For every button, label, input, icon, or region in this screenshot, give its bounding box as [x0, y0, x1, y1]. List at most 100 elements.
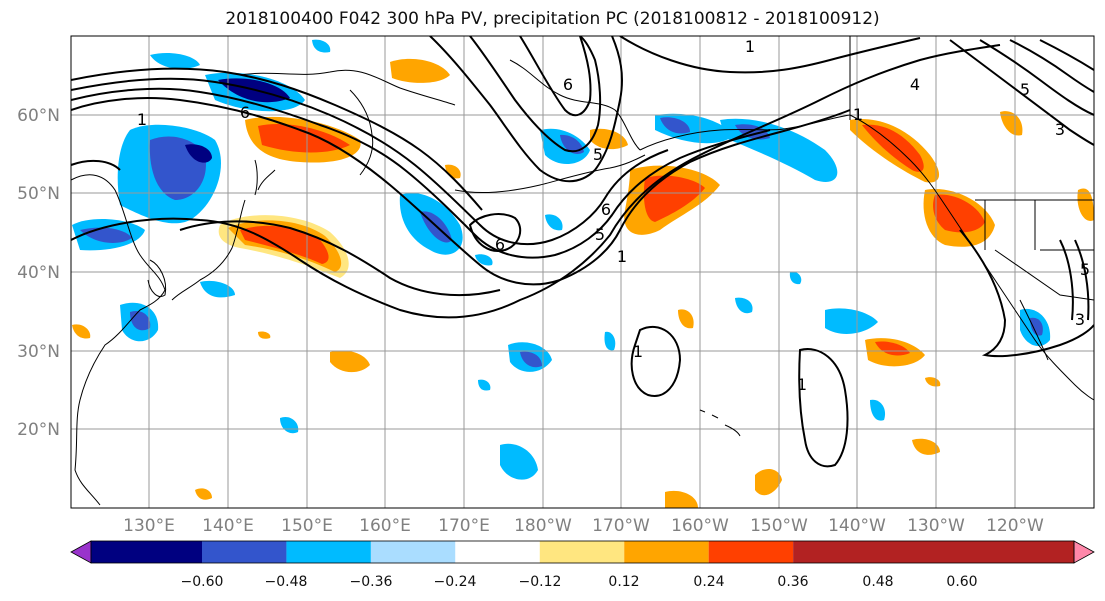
pv-contour — [429, 36, 623, 183]
colorbar-bin — [202, 541, 287, 563]
pv-contour — [468, 213, 522, 252]
pos-patch — [390, 58, 450, 83]
lon-label: 130°E — [123, 516, 175, 536]
pos-patch — [643, 175, 705, 222]
hawaii — [699, 409, 741, 437]
pos-patch — [330, 350, 370, 373]
contour-label: 6 — [240, 103, 250, 122]
colorbar-tick-label: 0.36 — [777, 574, 808, 590]
contour-label: 5 — [1080, 260, 1090, 279]
map-title: 2018100400 F042 300 hPa PV, precipitatio… — [225, 9, 880, 29]
precip-negative-shading — [72, 39, 1051, 480]
colorbar-tick-label: −0.24 — [434, 574, 477, 590]
contour-label: 3 — [1055, 120, 1065, 139]
colorbar-tick-label: −0.48 — [265, 574, 308, 590]
colorbar — [70, 540, 1095, 564]
contour-label: 6 — [495, 235, 505, 254]
pos-patch — [195, 488, 212, 500]
pos-patch — [875, 341, 910, 356]
pos-patch — [1077, 188, 1094, 221]
pv-contour — [630, 325, 682, 397]
colorbar-bin — [91, 541, 202, 563]
lon-label: 180°W — [514, 516, 572, 536]
colorbar-tick-label: −0.36 — [350, 574, 393, 590]
contour-label: 3 — [1075, 310, 1085, 329]
pv-contour — [519, 36, 592, 117]
korea — [147, 259, 167, 297]
us-states — [849, 36, 1094, 301]
pos-patch — [862, 124, 924, 172]
pv-contour — [71, 87, 771, 259]
contour-label: 5 — [1020, 80, 1030, 99]
pos-patch — [240, 225, 329, 264]
graticule — [71, 36, 1094, 508]
neg-patch — [789, 271, 802, 285]
lat-label: 30°N — [17, 342, 60, 362]
colorbar-bin — [624, 541, 709, 563]
lon-label: 140°W — [828, 516, 886, 536]
lat-label: 50°N — [17, 184, 60, 204]
lat-label: 20°N — [17, 420, 60, 440]
contour-label: 6 — [601, 200, 611, 219]
colorbar-tick-label: 0.24 — [693, 574, 724, 590]
neg-patch — [478, 379, 491, 391]
neg-patch — [475, 254, 493, 266]
pos-patch — [678, 309, 694, 329]
colorbar-tick-label: 0.12 — [608, 574, 639, 590]
neg-patch — [150, 53, 200, 69]
contour-label: 1 — [853, 105, 863, 124]
pos-patch — [258, 124, 350, 153]
pv-contour — [949, 39, 1094, 146]
colorbar-tick-label: −0.12 — [519, 574, 562, 590]
asia-coast — [71, 174, 166, 506]
neg-patch — [1030, 317, 1043, 336]
colorbar-bin — [455, 541, 540, 563]
colorbar-ticks: −0.60 −0.48 −0.36 −0.24 −0.12 0.12 0.24 … — [181, 574, 978, 590]
pos-patch — [933, 194, 985, 233]
pv-contour — [1059, 239, 1090, 321]
pos-patch — [590, 128, 628, 150]
lon-label: 150°W — [750, 516, 808, 536]
pv-contour — [619, 36, 921, 74]
contour-label: 1 — [745, 37, 755, 56]
lon-label: 120°W — [986, 516, 1044, 536]
pos-patch — [258, 331, 271, 339]
lon-label: 160°E — [359, 516, 411, 536]
neg-patch — [200, 280, 235, 298]
neg-patch — [825, 308, 878, 334]
neg-patch — [735, 297, 753, 314]
lon-label: 130°W — [907, 516, 965, 536]
colorbar-bin — [793, 541, 1074, 563]
pos-patch — [665, 490, 698, 508]
contour-label: 6 — [563, 75, 573, 94]
colorbar-bin — [286, 541, 371, 563]
neg-patch — [312, 39, 331, 53]
pv-contour — [71, 67, 483, 211]
pv-contour — [179, 220, 501, 297]
neg-patch — [660, 117, 690, 134]
pv-contour — [469, 36, 602, 153]
pv-contour — [71, 44, 1001, 319]
colorbar-tick-label: −0.60 — [181, 574, 224, 590]
neg-patch — [604, 331, 616, 351]
contour-labels: 1 6 5 6 5 1 1 1 1 1 6 6 4 5 5 3 3 — [137, 37, 1090, 394]
lat-label: 40°N — [17, 263, 60, 283]
pv-contour — [798, 348, 849, 468]
contour-label: 1 — [137, 110, 147, 129]
lon-label: 150°E — [281, 516, 333, 536]
neg-patch — [185, 144, 212, 163]
pos-patch — [1000, 111, 1023, 136]
neg-patch — [560, 134, 584, 155]
pos-patch — [72, 324, 91, 339]
colorbar-frame — [90, 540, 1075, 564]
colorbar-extend-high — [1073, 540, 1095, 564]
baja — [1019, 299, 1049, 361]
lon-label: 140°E — [202, 516, 254, 536]
neg-patch — [520, 351, 542, 368]
pv-contour — [71, 159, 121, 171]
aleutians — [454, 154, 646, 193]
lon-label: 160°W — [671, 516, 729, 536]
contour-label: 1 — [633, 342, 643, 361]
contour-label: 1 — [797, 375, 807, 394]
